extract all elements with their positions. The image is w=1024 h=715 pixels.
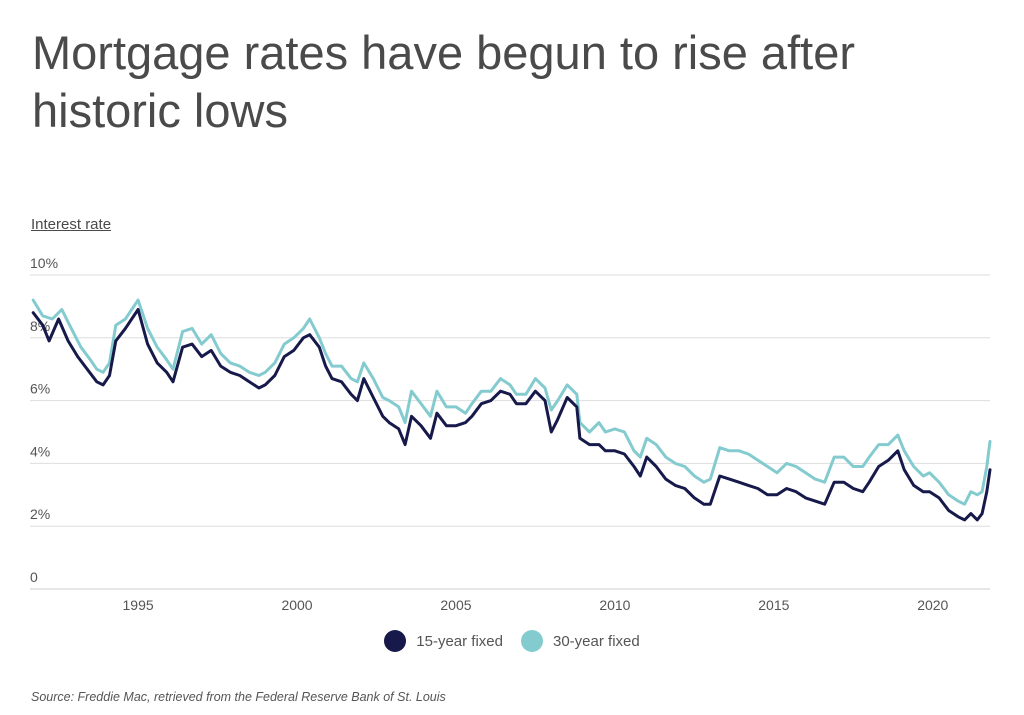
x-tick-label-2000: 2000 bbox=[281, 597, 312, 613]
y-tick-labels: 02%4%6%8%10% bbox=[30, 255, 58, 585]
y-axis-title: Interest rate bbox=[31, 216, 112, 233]
y-tick-label-6: 6% bbox=[30, 381, 50, 397]
legend-label-15-year: 15-year fixed bbox=[416, 632, 503, 650]
series-line-15-year-fixed bbox=[31, 308, 992, 522]
x-tick-label-1995: 1995 bbox=[123, 597, 154, 613]
x-tick-labels: 1995 2000 2005 2010 2015 2020 bbox=[123, 597, 949, 613]
legend-swatch-15-year bbox=[384, 630, 407, 652]
x-tick-label-2010: 2010 bbox=[599, 597, 630, 613]
x-tick-label-2005: 2005 bbox=[440, 597, 471, 613]
legend-swatch-30-year bbox=[521, 630, 543, 652]
legend-label-30-year: 30-year fixed bbox=[553, 632, 640, 650]
series-line-30-year-fixed bbox=[31, 298, 992, 506]
y-tick-label-2: 2% bbox=[30, 506, 50, 522]
chart-title: Mortgage rates have begun to rise after … bbox=[32, 26, 855, 137]
gridlines bbox=[30, 274, 990, 590]
x-tick-label-2015: 2015 bbox=[758, 597, 789, 613]
legend-item-30-year: 30-year fixed bbox=[521, 630, 640, 652]
x-tick-label-2020: 2020 bbox=[917, 597, 948, 613]
legend: 15-year fixed 30-year fixed bbox=[0, 630, 1024, 652]
series-lines bbox=[31, 298, 992, 522]
y-tick-label-0: 0 bbox=[30, 569, 38, 585]
source-note: Source: Freddie Mac, retrieved from the … bbox=[31, 690, 446, 704]
legend-item-15-year: 15-year fixed bbox=[384, 630, 503, 652]
y-tick-label-4: 4% bbox=[30, 443, 50, 459]
y-tick-label-10: 10% bbox=[30, 255, 58, 271]
